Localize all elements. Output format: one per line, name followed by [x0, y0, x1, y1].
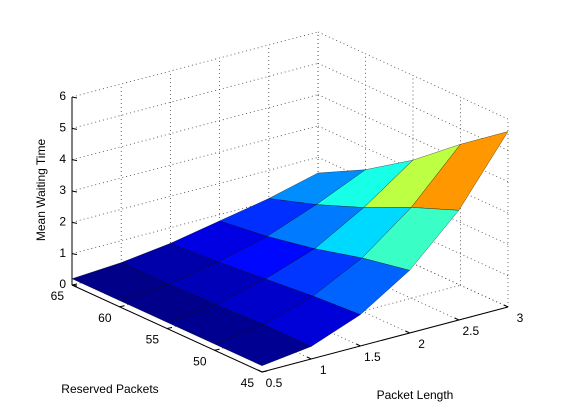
x-axis: [261, 306, 509, 373]
z-tick: [71, 284, 78, 287]
z-tick: [71, 159, 78, 162]
surface-patch: [213, 324, 312, 367]
z-tick: [71, 221, 78, 224]
z-tick-label: 4: [59, 152, 66, 166]
y-axis-label: Reserved Packets: [61, 382, 158, 396]
y-tick: [261, 370, 268, 373]
z-tick-label: 3: [59, 183, 66, 197]
grid-line: [317, 94, 509, 183]
grid-line: [317, 31, 509, 120]
grid-line: [71, 62, 319, 129]
z-tick-label: 5: [59, 121, 66, 135]
x-tick-label: 1: [320, 363, 327, 377]
y-tick-label: 50: [193, 354, 207, 368]
grid-line: [71, 31, 319, 98]
x-tick-label: 2: [418, 337, 425, 351]
y-tick: [166, 327, 173, 329]
z-tick-label: 6: [59, 89, 66, 103]
y-tick-label: 55: [146, 333, 160, 347]
x-tick: [454, 317, 460, 321]
y-tick-label: 60: [98, 311, 112, 325]
x-tick-label: 3: [517, 311, 524, 325]
grid-line: [71, 125, 319, 192]
x-tick: [306, 356, 312, 360]
grid-line: [214, 284, 461, 351]
y-tick: [119, 305, 125, 308]
x-tick-label: 2.5: [462, 324, 479, 338]
x-tick-label: 1.5: [364, 350, 381, 364]
y-tick: [214, 348, 220, 351]
x-tick: [257, 369, 263, 373]
y-tick-label: 45: [241, 376, 255, 390]
grid-line: [317, 62, 509, 151]
x-tick: [503, 304, 509, 308]
z-tick: [71, 96, 78, 99]
z-tick-label: 1: [59, 246, 66, 260]
z-tick: [71, 127, 78, 130]
surface: [71, 131, 509, 367]
grid-line: [71, 94, 319, 161]
z-tick: [71, 253, 78, 256]
grid-line: [71, 156, 319, 223]
z-tick: [71, 190, 78, 193]
z-tick-label: 0: [59, 277, 66, 291]
x-tick: [356, 343, 361, 347]
x-axis-label: Packet Length: [377, 388, 454, 402]
z-tick-label: 2: [59, 215, 66, 229]
z-axis-label: Mean Waiting Time: [34, 139, 48, 242]
x-tick-label: 0.5: [266, 376, 283, 390]
y-tick-label: 65: [51, 289, 65, 303]
x-tick: [405, 330, 410, 334]
